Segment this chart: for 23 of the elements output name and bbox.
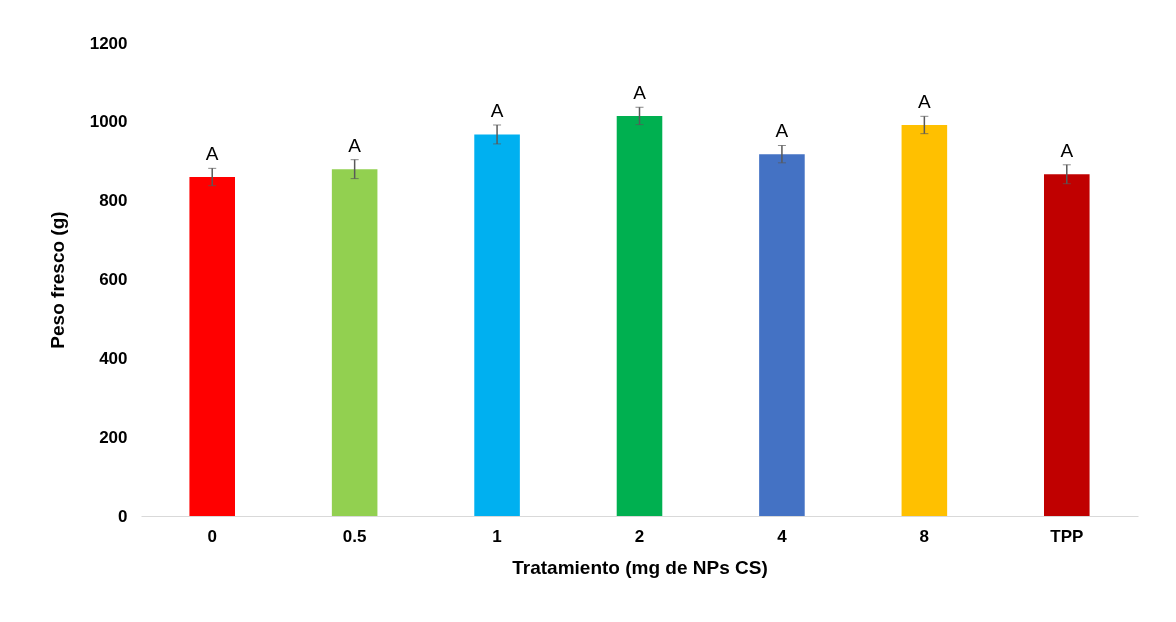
annotation: A	[348, 134, 362, 156]
annotation: A	[918, 91, 932, 113]
annotation: A	[775, 120, 789, 142]
annotation: A	[633, 82, 647, 104]
y-tick-label: 0	[118, 506, 128, 526]
x-tick-label: TPP	[1050, 526, 1084, 546]
x-tick-label: 0	[207, 526, 217, 546]
x-tick-label: 1	[492, 526, 502, 546]
y-tick-label: 600	[99, 270, 128, 289]
x-tick-label: 8	[919, 526, 930, 546]
x-tick-label: 4	[777, 526, 788, 546]
y-tick-label: 800	[99, 191, 128, 211]
y-tick-label: 200	[99, 427, 128, 447]
annotation: A	[1060, 139, 1074, 161]
x-axis-title: Tratamiento (mg de NPs CS)	[512, 556, 768, 578]
y-axis-title: Peso fresco (g)	[46, 211, 68, 349]
y-tick-label: 1200	[89, 33, 128, 53]
y-tick-label: 400	[99, 348, 128, 368]
x-tick-label: 0.5	[342, 526, 367, 546]
y-tick-label: 1000	[89, 112, 128, 132]
annotation: A	[205, 143, 219, 165]
annotation: A	[490, 99, 504, 121]
x-tick-label: 2	[634, 526, 645, 546]
